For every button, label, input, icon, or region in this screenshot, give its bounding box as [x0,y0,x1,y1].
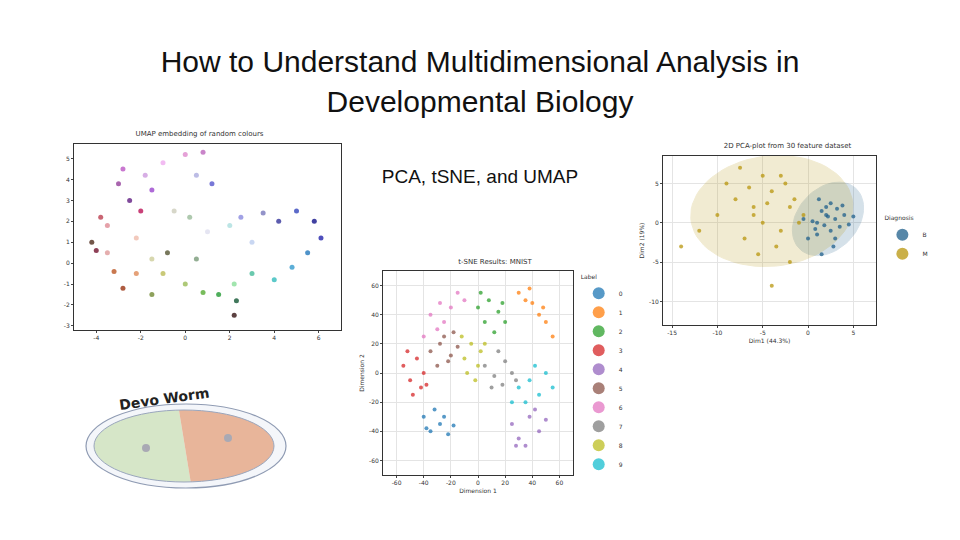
svg-text:-10: -10 [649,298,659,305]
svg-text:-3: -3 [64,322,70,329]
svg-text:20: 20 [371,340,379,347]
svg-text:M: M [922,250,927,257]
svg-text:Dimension 1: Dimension 1 [459,487,497,494]
svg-text:-2: -2 [138,334,144,341]
svg-text:7: 7 [619,423,623,430]
svg-text:Label: Label [581,273,598,280]
svg-text:0: 0 [806,329,810,336]
svg-text:-20: -20 [446,479,456,486]
svg-text:1: 1 [619,309,623,316]
svg-text:4: 4 [272,334,276,341]
svg-text:60: 60 [556,479,564,486]
svg-text:6: 6 [619,404,623,411]
svg-text:0: 0 [619,290,623,297]
svg-text:Devo Worm: Devo Worm [118,384,210,412]
svg-text:-40: -40 [369,427,379,434]
svg-text:6: 6 [317,334,321,341]
svg-text:B: B [922,231,926,238]
svg-text:9: 9 [619,461,623,468]
svg-text:20: 20 [501,479,509,486]
svg-text:4: 4 [66,176,70,183]
svg-text:t-SNE Results: MNIST: t-SNE Results: MNIST [458,258,532,266]
svg-text:-20: -20 [369,398,379,405]
svg-text:1: 1 [66,238,70,245]
svg-text:3: 3 [66,197,70,204]
svg-text:0: 0 [476,479,480,486]
svg-text:8: 8 [619,442,623,449]
svg-text:-4: -4 [93,334,99,341]
svg-text:-60: -60 [369,457,379,464]
svg-text:2D PCA-plot from 30 feature da: 2D PCA-plot from 30 feature dataset [724,142,852,150]
svg-text:-40: -40 [419,479,429,486]
svg-text:0: 0 [655,219,659,226]
svg-text:-1: -1 [64,280,70,287]
svg-text:0: 0 [183,334,187,341]
svg-text:5: 5 [619,385,623,392]
svg-text:-2: -2 [64,301,70,308]
svg-text:-10: -10 [712,329,722,336]
svg-text:-15: -15 [667,329,677,336]
svg-text:Dim2 (19%): Dim2 (19%) [638,223,645,259]
svg-text:2: 2 [228,334,232,341]
svg-text:0: 0 [66,259,70,266]
svg-text:60: 60 [371,282,379,289]
svg-text:Dimension 2: Dimension 2 [358,354,365,392]
svg-text:0: 0 [375,369,379,376]
svg-text:2: 2 [66,217,70,224]
svg-text:2: 2 [619,328,623,335]
svg-text:5: 5 [655,180,659,187]
html-text:How to Understand Multidimensi: How to Understand Multidimensional Analy… [160,45,800,118]
svg-text:-5: -5 [653,258,659,265]
svg-text:5: 5 [851,329,855,336]
svg-text:-60: -60 [392,479,402,486]
svg-text:40: 40 [528,479,536,486]
svg-text:4: 4 [619,366,623,373]
svg-text:UMAP embedding of random colou: UMAP embedding of random colours [136,130,264,138]
svg-text:-5: -5 [760,329,766,336]
html-text:PCA, tSNE, and UMAP: PCA, tSNE, and UMAP [381,166,579,187]
svg-text:3: 3 [619,347,623,354]
svg-text:5: 5 [66,155,70,162]
svg-text:Dim1 (44.3%): Dim1 (44.3%) [749,337,791,344]
svg-text:Diagnosis: Diagnosis [884,214,913,222]
svg-text:40: 40 [371,311,379,318]
